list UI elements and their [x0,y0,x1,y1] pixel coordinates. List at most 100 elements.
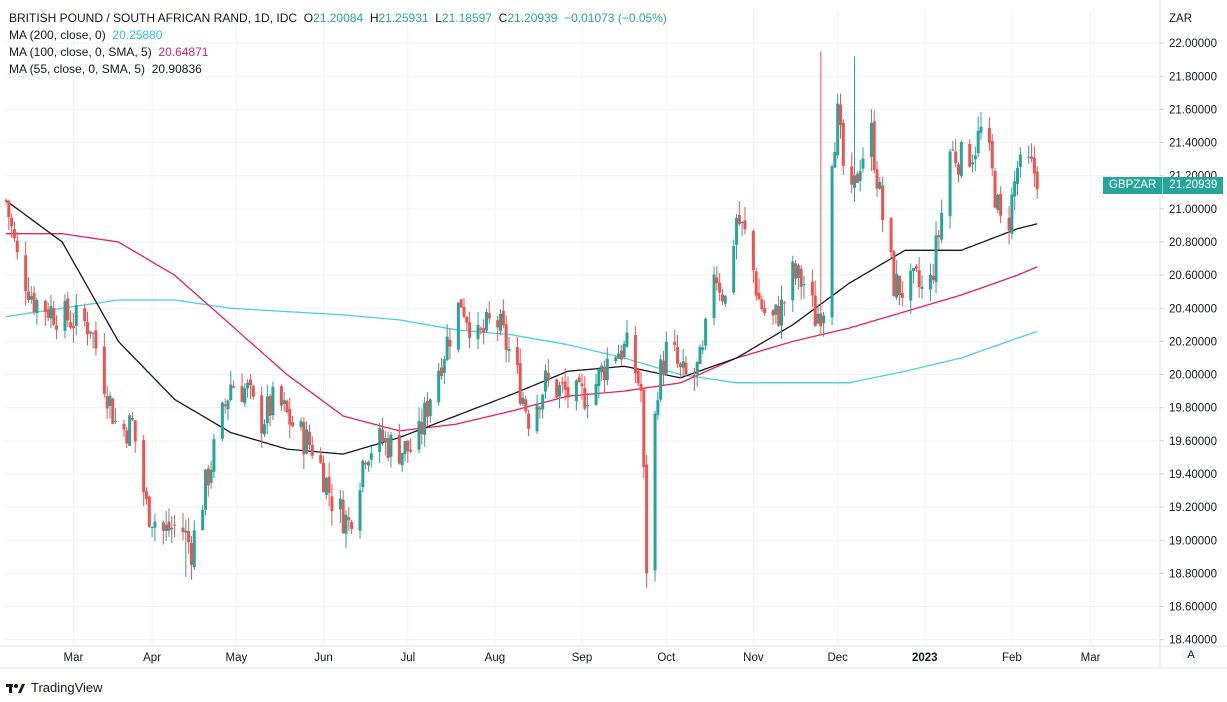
candle-body [347,517,351,521]
candle-body [619,350,623,360]
candle-body [206,468,210,486]
candle-body [209,469,213,483]
ma55-value: 20.90836 [151,62,202,76]
candle-body [555,379,559,398]
candle-body [838,104,842,126]
candle-body [35,299,39,314]
candle-body [265,396,269,424]
candle-body [987,127,991,143]
candle-body [15,240,19,253]
legend-low: 21.18597 [441,11,492,25]
candle-body [1010,194,1014,234]
candle-body [858,171,862,182]
candle-body [850,166,854,185]
price-axis[interactable]: 22.0000021.8000021.6000021.4000021.20000… [1160,38,1217,647]
candle-body [381,429,385,443]
candle-body [282,399,286,405]
candle-body [268,395,272,416]
candle-body [181,527,185,533]
candle-body [484,311,488,331]
candle-body [499,313,503,331]
candle-body [232,386,236,388]
candle-body [543,370,547,392]
ma100-label: MA (100, close, 0, SMA, 5) [9,45,152,59]
candle-body [951,149,955,151]
candle-body [841,122,845,167]
candle-body [91,332,95,334]
candle-body [566,387,570,398]
candle-body [816,313,820,324]
candle-body [327,476,331,494]
candle-body [383,438,387,443]
candle-body [220,402,224,439]
candle-body [147,496,151,527]
candle-body [889,218,893,253]
candle-body [319,454,323,463]
tradingview-branding[interactable]: TradingView [6,680,103,695]
candle-body [307,431,311,445]
candle-body [344,514,348,534]
candle-body [976,130,980,154]
candle-body [836,103,840,156]
candle-body [291,422,295,427]
candle-body [760,299,764,310]
candle-body [310,444,314,456]
candle-body [855,173,859,183]
candle-body [462,307,466,317]
candle-body [279,386,283,406]
ma100-line [6,233,1038,432]
candle-body [577,377,581,383]
candle-body [937,235,941,238]
candle-body [173,524,177,526]
candle-body [751,231,755,271]
time-tick-label: Aug [485,652,505,664]
candlesticks [4,51,1039,588]
time-axis[interactable]: Mar Apr May Jun Jul Aug Sep Oct Nov Dec 2023 Feb Mar [64,652,1101,664]
legend-ma55[interactable]: MA (55, close, 0, SMA, 5) 20.90836 [9,61,667,78]
candle-body [299,421,303,428]
candle-body [605,358,609,381]
candle-body [262,424,266,435]
price-tick-label: 21.60000 [1169,104,1217,116]
candle-body [1007,217,1011,231]
candle-body [142,440,146,493]
candle-body [1032,157,1036,174]
legend-change: −0.01073 (−0.05%) [564,11,667,25]
candle-body [732,246,736,293]
auto-scale-button[interactable]: A [1182,646,1200,664]
candle-body [246,382,250,389]
legend-ma200[interactable]: MA (200, close, 0) 20.25880 [9,27,667,44]
candle-body [999,193,1003,216]
candle-body [636,370,640,384]
candle-body [420,421,424,435]
price-tick-label: 20.60000 [1169,270,1217,282]
candle-body [779,299,783,326]
candle-body [664,341,668,374]
candle-body [763,308,767,314]
legend-ma100[interactable]: MA (100, close, 0, SMA, 5) 20.64871 [9,44,667,61]
candle-body [243,388,247,404]
candle-body [456,302,460,350]
candle-body [912,267,916,271]
candle-body [642,389,646,468]
candle-body [920,286,924,289]
brand-name: TradingView [31,680,103,695]
candle-body [720,294,724,302]
candle-body [802,284,806,286]
time-tick-label: Oct [657,652,676,664]
candle-body [771,310,775,316]
candle-body [796,265,800,278]
candle-body [881,185,885,221]
candle-body [161,522,165,531]
candle-body [892,251,896,296]
price-tick-label: 21.40000 [1169,138,1217,150]
candle-body [468,322,472,338]
candle-body [361,460,365,488]
candle-body [184,530,188,533]
price-tick-label: 20.00000 [1169,370,1217,382]
legend-symbol: BRITISH POUND / SOUTH AFRICAN RAND, 1D, … [9,11,298,25]
time-tick-label: Feb [1002,652,1022,664]
candle-body [442,359,446,374]
candle-body [201,509,205,531]
